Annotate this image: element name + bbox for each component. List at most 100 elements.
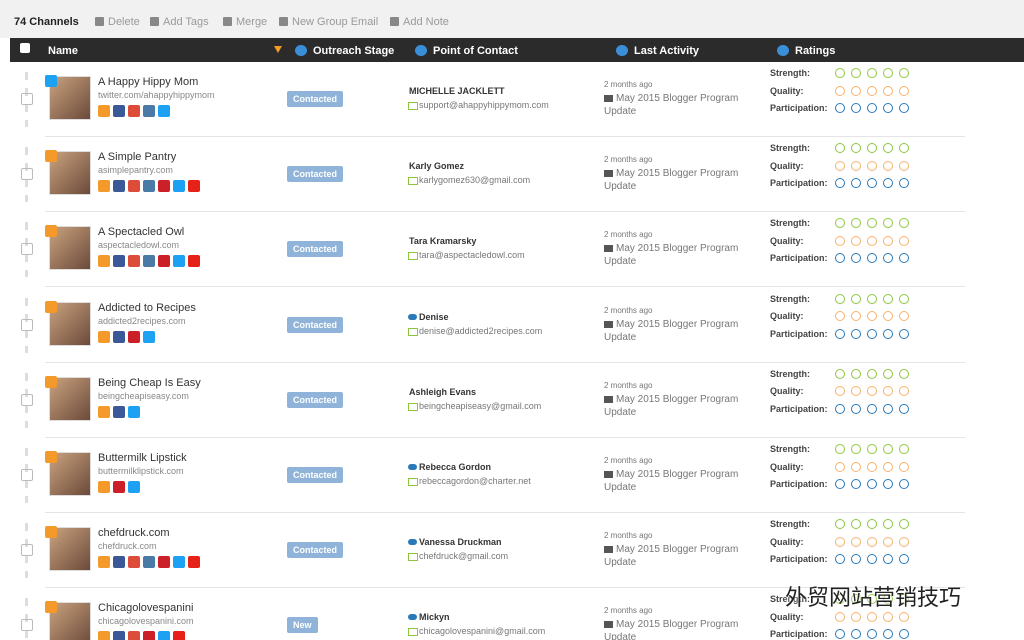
rating-circle[interactable] — [867, 519, 877, 530]
social-icon[interactable] — [98, 330, 110, 343]
social-icon[interactable] — [128, 330, 140, 343]
rating-circle[interactable] — [835, 235, 845, 246]
rating-circle[interactable] — [835, 519, 845, 530]
rating-circle[interactable] — [867, 103, 877, 113]
rating-circle[interactable] — [851, 160, 861, 171]
rating-circle[interactable] — [835, 554, 845, 565]
rating-circle[interactable] — [851, 143, 861, 154]
channel-name[interactable]: Addicted to Recipes — [98, 301, 196, 314]
rating-circle[interactable] — [851, 594, 861, 605]
rating-circle[interactable] — [867, 461, 877, 472]
rating-circle[interactable] — [899, 554, 909, 565]
rating-circle[interactable] — [883, 444, 893, 454]
rating-circle[interactable] — [835, 218, 845, 229]
social-icon[interactable] — [158, 255, 170, 268]
channel-url[interactable]: buttermilklipstick.com — [98, 466, 184, 476]
rating-circle[interactable] — [883, 403, 893, 414]
rating-circle[interactable] — [835, 386, 845, 397]
rating-circle[interactable] — [883, 68, 893, 78]
rating-circle[interactable] — [899, 519, 909, 530]
rating-circle[interactable] — [867, 328, 877, 339]
rating-circle[interactable] — [851, 611, 861, 622]
channel-url[interactable]: chefdruck.com — [98, 541, 157, 552]
rating-circle[interactable] — [899, 293, 909, 304]
rating-circle[interactable] — [835, 160, 845, 171]
channel-url[interactable]: aspectacledowl.com — [98, 240, 180, 251]
social-icon[interactable] — [98, 481, 110, 493]
toolbar-action[interactable]: Add Tags — [163, 16, 209, 28]
rating-circle[interactable] — [883, 386, 893, 397]
rating-circle[interactable] — [851, 253, 861, 264]
channel-name[interactable]: Chicagolovespanini — [98, 602, 194, 615]
rating-circle[interactable] — [867, 68, 877, 78]
rating-circle[interactable] — [899, 160, 909, 171]
social-icon[interactable] — [158, 556, 170, 569]
social-icon[interactable] — [173, 631, 185, 640]
channel-name[interactable]: A Simple Pantry — [98, 151, 177, 164]
rating-circle[interactable] — [899, 218, 909, 229]
rating-circle[interactable] — [867, 444, 877, 454]
rating-circle[interactable] — [899, 85, 909, 96]
rating-circle[interactable] — [835, 611, 845, 622]
rating-circle[interactable] — [883, 160, 893, 171]
channel-url[interactable]: beingcheapiseasy.com — [98, 390, 189, 401]
rating-circle[interactable] — [835, 293, 845, 304]
toolbar-action[interactable]: Merge — [236, 16, 268, 28]
rating-circle[interactable] — [851, 444, 861, 454]
rating-circle[interactable] — [883, 311, 893, 322]
rating-circle[interactable] — [883, 293, 893, 304]
rating-circle[interactable] — [835, 368, 845, 379]
rating-circle[interactable] — [851, 311, 861, 322]
social-icon[interactable] — [173, 255, 185, 268]
rating-circle[interactable] — [899, 103, 909, 113]
social-icon[interactable] — [128, 631, 140, 640]
rating-circle[interactable] — [867, 536, 877, 547]
social-icon[interactable] — [113, 631, 125, 640]
rating-circle[interactable] — [883, 519, 893, 530]
rating-circle[interactable] — [899, 253, 909, 264]
rating-circle[interactable] — [867, 143, 877, 154]
social-icon[interactable] — [143, 330, 155, 343]
rating-circle[interactable] — [883, 629, 893, 640]
rating-circle[interactable] — [835, 103, 845, 113]
rating-circle[interactable] — [851, 178, 861, 189]
social-icon[interactable] — [143, 556, 155, 569]
rating-circle[interactable] — [851, 103, 861, 113]
social-icon[interactable] — [98, 556, 110, 569]
social-icon[interactable] — [98, 105, 110, 117]
rating-circle[interactable] — [851, 235, 861, 246]
row-checkbox[interactable] — [21, 168, 33, 181]
rating-circle[interactable] — [899, 479, 909, 489]
rating-circle[interactable] — [867, 611, 877, 622]
rating-circle[interactable] — [883, 594, 893, 605]
social-icon[interactable] — [113, 255, 125, 268]
rating-circle[interactable] — [835, 594, 845, 605]
social-icon[interactable] — [188, 255, 200, 268]
rating-circle[interactable] — [851, 479, 861, 489]
social-icon[interactable] — [128, 255, 140, 268]
social-icon[interactable] — [188, 180, 200, 193]
rating-circle[interactable] — [851, 68, 861, 78]
rating-circle[interactable] — [883, 536, 893, 547]
rating-circle[interactable] — [899, 629, 909, 640]
rating-circle[interactable] — [883, 103, 893, 113]
rating-circle[interactable] — [867, 386, 877, 397]
rating-circle[interactable] — [883, 554, 893, 565]
rating-circle[interactable] — [867, 554, 877, 565]
row-checkbox[interactable] — [21, 469, 33, 481]
toolbar-action[interactable]: Delete — [108, 16, 140, 28]
social-icon[interactable] — [173, 180, 185, 193]
rating-circle[interactable] — [899, 235, 909, 246]
rating-circle[interactable] — [883, 479, 893, 489]
rating-circle[interactable] — [867, 311, 877, 322]
rating-circle[interactable] — [883, 368, 893, 379]
social-icon[interactable] — [128, 481, 140, 493]
rating-circle[interactable] — [883, 218, 893, 229]
social-icon[interactable] — [173, 556, 185, 569]
rating-circle[interactable] — [867, 293, 877, 304]
rating-circle[interactable] — [867, 403, 877, 414]
rating-circle[interactable] — [899, 311, 909, 322]
rating-circle[interactable] — [899, 594, 909, 605]
channel-url[interactable]: addicted2recipes.com — [98, 315, 186, 326]
social-icon[interactable] — [158, 105, 170, 117]
